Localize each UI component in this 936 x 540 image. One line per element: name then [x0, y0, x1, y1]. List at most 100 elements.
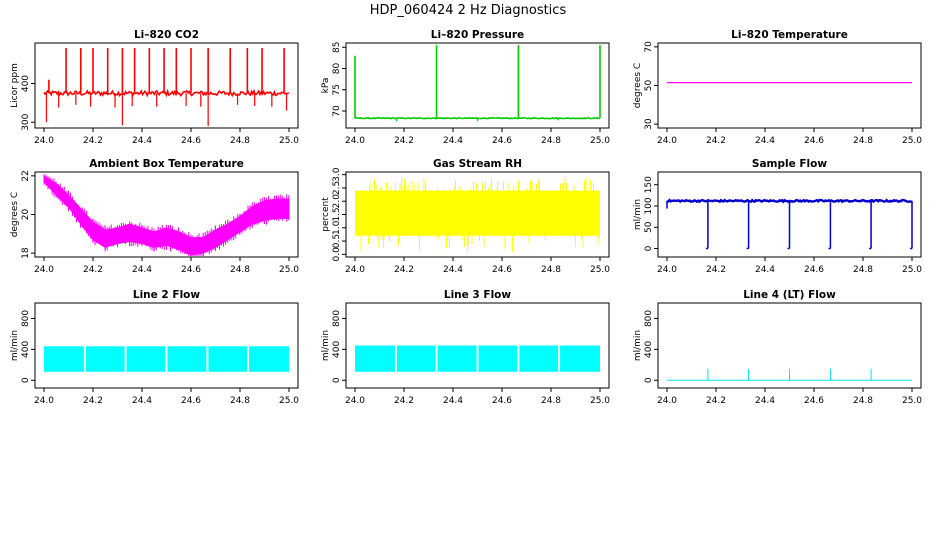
x-tick-label: 24.2: [394, 396, 414, 406]
panel-gas-stream-rh: Gas Stream RH 24.0 24.2 24.4 24.6 24.8 25.0 0.0…: [321, 158, 610, 275]
x-tick-label: 24.4: [132, 136, 152, 146]
x-tick-label: 24.0: [34, 265, 54, 275]
x-tick-label: 24.2: [83, 396, 103, 406]
x-tick-label: 24.0: [34, 136, 54, 146]
y-tick-label: 400: [21, 75, 31, 92]
y-tick-label: 80: [332, 63, 342, 75]
y-tick-label: 22: [21, 170, 31, 181]
x-tick-label: 25.0: [279, 136, 299, 146]
plot-frame: [345, 42, 610, 129]
panel-line-3-flow: Line 3 Flow 24.0 24.2 24.4 24.6 24.8 25.0 0 400 8…: [321, 289, 610, 406]
x-tick-label: 24.6: [492, 396, 512, 406]
x-tick-label: 24.2: [394, 136, 414, 146]
x-tick-label: 24.0: [345, 396, 365, 406]
y-tick-label: 2.5: [332, 181, 342, 195]
panel-title: Li–820 Pressure: [431, 29, 524, 41]
panel-title: Sample Flow: [752, 158, 827, 170]
x-tick-label: 24.8: [541, 396, 561, 406]
y-tick-label: 50: [644, 80, 654, 92]
y-axis-label: ml/min: [633, 199, 643, 230]
x-tick-label: 24.4: [443, 265, 463, 275]
y-tick-label: 800: [644, 310, 654, 327]
y-tick-label: 0.0: [332, 247, 342, 262]
y-axis-label: ml/min: [321, 330, 331, 361]
y-tick-label: 85: [332, 42, 342, 53]
series-line-3-flow: [355, 343, 600, 374]
panel-title: Gas Stream RH: [433, 158, 522, 170]
x-tick-label: 24.6: [181, 396, 201, 406]
y-axis-label: ml/min: [633, 330, 643, 361]
y-tick-label: 0: [644, 377, 654, 383]
x-tick-label: 25.0: [279, 265, 299, 275]
x-tick-label: 24.2: [83, 136, 103, 146]
x-tick-label: 24.4: [755, 396, 775, 406]
x-tick-label: 24.4: [132, 265, 152, 275]
y-axis-label: percent: [321, 197, 331, 232]
x-tick-label: 24.0: [345, 265, 365, 275]
series-line-2-flow: [44, 344, 289, 374]
figure-title: HDP_060424 2 Hz Diagnostics: [370, 3, 567, 18]
x-tick-label: 24.8: [853, 396, 873, 406]
x-tick-label: 25.0: [590, 396, 610, 406]
x-tick-label: 25.0: [902, 265, 922, 275]
plot-frame: [657, 42, 922, 129]
y-tick-label: 1.0: [332, 220, 342, 235]
x-tick-label: 24.6: [492, 265, 512, 275]
y-tick-label: 18: [21, 247, 31, 259]
panel-title: Line 3 Flow: [444, 289, 511, 301]
y-axis-label: ml/min: [10, 330, 20, 361]
x-tick-label: 24.6: [804, 396, 824, 406]
plot-frame: [345, 302, 610, 389]
x-tick-label: 24.2: [83, 265, 103, 275]
x-tick-label: 25.0: [902, 136, 922, 146]
y-tick-label: 400: [644, 341, 654, 358]
x-tick-label: 24.4: [443, 396, 463, 406]
plot-frame: [657, 302, 922, 389]
x-tick-label: 24.0: [657, 136, 677, 146]
x-tick-label: 24.8: [230, 136, 250, 146]
y-tick-label: 800: [21, 310, 31, 327]
x-tick-label: 24.0: [657, 265, 677, 275]
x-tick-label: 24.4: [755, 136, 775, 146]
panel-title: Li–820 Temperature: [731, 29, 848, 41]
y-tick-label: 300: [21, 113, 31, 130]
band-area: [355, 190, 600, 236]
x-tick-label: 24.4: [755, 265, 775, 275]
panel-line-4-lt-flow: Line 4 (LT) Flow 24.0 24.2 24.4 24.6 24.8 25.0…: [633, 289, 922, 406]
y-tick-label: 0: [644, 245, 654, 251]
x-tick-label: 24.0: [345, 136, 365, 146]
series-li-820-pressure: [354, 45, 601, 122]
y-tick-label: 150: [644, 176, 654, 193]
x-tick-label: 25.0: [279, 396, 299, 406]
x-tick-label: 24.2: [706, 396, 726, 406]
y-axis-label: kPa: [321, 78, 331, 94]
y-tick-label: 0: [21, 377, 31, 383]
series-li-820-co2: [43, 48, 290, 127]
series-line-4-lt-flow: [667, 368, 912, 381]
x-tick-label: 24.6: [804, 136, 824, 146]
y-tick-label: 0: [332, 377, 342, 383]
series-gas-stream-rh: [355, 177, 600, 253]
y-tick-label: 70: [644, 41, 654, 53]
x-tick-label: 24.8: [541, 136, 561, 146]
y-axis-label: degrees C: [10, 192, 20, 237]
y-tick-label: 2.0: [332, 194, 342, 209]
panel-li-820-temperature: Li–820 Temperature 24.0 24.2 24.4 24.6 24.8 25…: [633, 29, 922, 146]
panel-line-2-flow: Line 2 Flow 24.0 24.2 24.4 24.6 24.8 25.0 0 400 8…: [10, 289, 299, 406]
y-tick-label: 400: [21, 341, 31, 358]
y-axis-label: Licor ppm: [10, 63, 20, 108]
panel-sample-flow: Sample Flow 24.0 24.2 24.4 24.6 24.8 25.0 0 50 10…: [633, 158, 922, 275]
x-tick-label: 24.8: [853, 136, 873, 146]
y-tick-label: 0.5: [332, 234, 342, 248]
x-tick-label: 25.0: [590, 265, 610, 275]
x-tick-label: 24.0: [657, 396, 677, 406]
x-tick-label: 24.8: [853, 265, 873, 275]
x-tick-label: 24.6: [804, 265, 824, 275]
y-tick-label: 50: [644, 221, 654, 233]
y-tick-label: 400: [332, 341, 342, 358]
x-tick-label: 25.0: [590, 136, 610, 146]
panel-title: Line 4 (LT) Flow: [743, 289, 836, 301]
x-tick-label: 24.8: [230, 396, 250, 406]
y-tick-label: 100: [644, 197, 654, 214]
